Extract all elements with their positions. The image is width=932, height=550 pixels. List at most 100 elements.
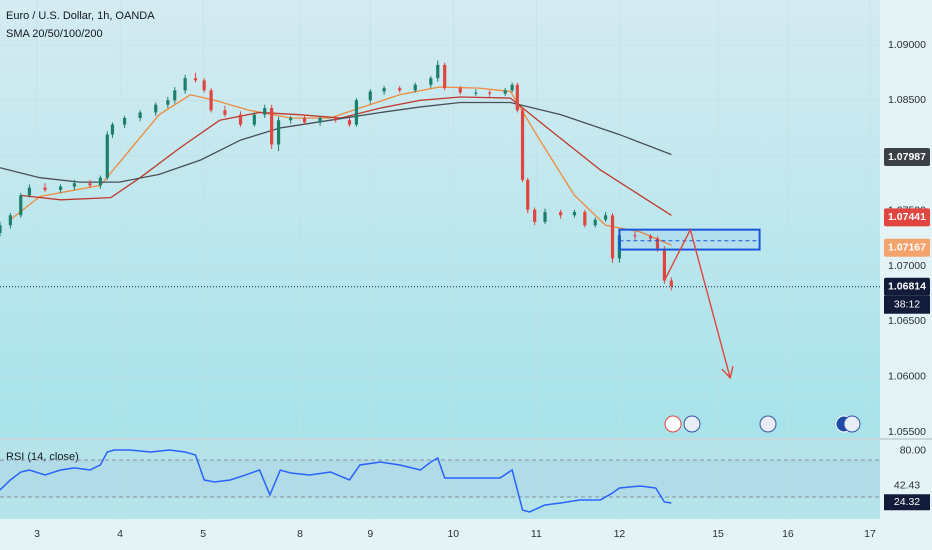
candle-body bbox=[593, 219, 597, 226]
candle-body bbox=[458, 88, 462, 93]
candle-body bbox=[334, 117, 338, 121]
candle-body bbox=[166, 100, 170, 105]
candle-body bbox=[122, 117, 127, 125]
candle-body bbox=[263, 108, 267, 115]
candle-body bbox=[105, 134, 109, 178]
indicator-label: SMA 20/50/100/200 bbox=[6, 28, 103, 40]
price-badge bbox=[884, 148, 930, 167]
arrow-head bbox=[721, 366, 734, 380]
candle-body bbox=[8, 215, 12, 226]
event-icon[interactable] bbox=[664, 415, 682, 433]
sma-line bbox=[9, 86, 672, 246]
candle-body bbox=[436, 64, 440, 79]
candle-body bbox=[88, 183, 92, 186]
candle-body bbox=[302, 117, 307, 123]
candle-body bbox=[238, 114, 243, 125]
countdown-badge bbox=[884, 295, 930, 314]
rsi-badge-label: 42.43 bbox=[894, 479, 920, 491]
chart-title: Euro / U.S. Dollar, 1h, OANDA bbox=[6, 10, 155, 22]
x-tick-label: 8 bbox=[297, 528, 303, 540]
candle-body bbox=[289, 117, 293, 121]
candle-body bbox=[610, 215, 615, 259]
x-tick-label: 12 bbox=[614, 528, 626, 540]
candle-body bbox=[398, 88, 402, 91]
x-tick-label: 11 bbox=[531, 528, 542, 540]
price-badge-label: 1.07441 bbox=[888, 211, 926, 223]
candle-body bbox=[488, 92, 492, 94]
candle-body bbox=[503, 90, 507, 94]
x-tick-label: 3 bbox=[34, 528, 40, 540]
candle-body bbox=[183, 78, 187, 91]
candle-body bbox=[27, 187, 32, 196]
event-icon[interactable] bbox=[683, 415, 701, 433]
x-tick-label: 15 bbox=[712, 528, 724, 540]
event-icons bbox=[664, 415, 861, 433]
countdown-label: 38:12 bbox=[894, 299, 920, 311]
y-tick-label: 1.05500 bbox=[888, 426, 926, 438]
arrow-path bbox=[663, 227, 731, 379]
price-badge-label: 1.07987 bbox=[888, 151, 926, 163]
candle-body bbox=[648, 236, 653, 239]
candle-body bbox=[633, 235, 637, 237]
y-tick-label: 1.09000 bbox=[888, 39, 926, 51]
x-tick-label: 5 bbox=[200, 528, 206, 540]
candle-body bbox=[270, 108, 274, 145]
y-tick-label: 1.07000 bbox=[888, 260, 926, 272]
candle-body bbox=[526, 179, 530, 210]
x-tick-label: 10 bbox=[447, 528, 459, 540]
price-badge bbox=[884, 208, 930, 227]
candle-body bbox=[583, 211, 587, 226]
event-icon[interactable] bbox=[759, 415, 777, 433]
candle-body bbox=[43, 187, 47, 190]
candle-body bbox=[223, 110, 227, 115]
x-tick-label: 4 bbox=[117, 528, 123, 540]
y-tick-label: 1.06500 bbox=[888, 315, 926, 327]
rsi-background bbox=[0, 440, 880, 519]
candle-body bbox=[347, 120, 352, 125]
candle-body bbox=[413, 84, 417, 91]
price-badge bbox=[884, 277, 930, 296]
candle-body bbox=[19, 195, 23, 216]
candle-body bbox=[443, 64, 447, 89]
candle-body bbox=[572, 211, 577, 216]
candle-body bbox=[515, 84, 519, 111]
candle-body bbox=[202, 80, 206, 91]
candle-body bbox=[209, 90, 213, 111]
candle-body bbox=[72, 183, 77, 187]
candle-body bbox=[368, 91, 372, 101]
candle-body bbox=[533, 209, 537, 222]
price-axis bbox=[880, 0, 932, 550]
candle-body bbox=[382, 88, 386, 92]
time-axis bbox=[0, 519, 880, 550]
price-badge-label: 1.07167 bbox=[888, 241, 926, 253]
rsi-tick-label: 80.00 bbox=[900, 445, 926, 457]
candle-body bbox=[429, 78, 433, 85]
candle-body bbox=[662, 248, 667, 281]
price-badge bbox=[884, 238, 930, 257]
candle-body bbox=[173, 90, 177, 101]
x-tick-label: 17 bbox=[864, 528, 876, 540]
candle-body bbox=[98, 177, 102, 186]
plot-background bbox=[0, 0, 880, 438]
candle-body bbox=[0, 225, 2, 233]
candle-body bbox=[354, 100, 359, 125]
candle-body bbox=[58, 186, 63, 190]
y-tick-label: 1.06000 bbox=[888, 371, 926, 383]
candle-body bbox=[154, 104, 158, 113]
zone-box bbox=[618, 228, 761, 251]
candle-body bbox=[603, 215, 608, 220]
candle-body bbox=[543, 211, 547, 222]
candle-body bbox=[510, 84, 514, 91]
candle-body bbox=[655, 238, 660, 249]
candle-body bbox=[558, 211, 563, 216]
candle-body bbox=[110, 124, 115, 135]
x-tick-label: 16 bbox=[782, 528, 794, 540]
event-icon[interactable] bbox=[843, 415, 861, 433]
candle-body bbox=[520, 110, 525, 180]
candle-body bbox=[318, 117, 322, 123]
x-tick-label: 9 bbox=[367, 528, 373, 540]
candle-body bbox=[474, 92, 478, 94]
candle-body bbox=[193, 78, 198, 81]
candle-body bbox=[252, 114, 256, 125]
